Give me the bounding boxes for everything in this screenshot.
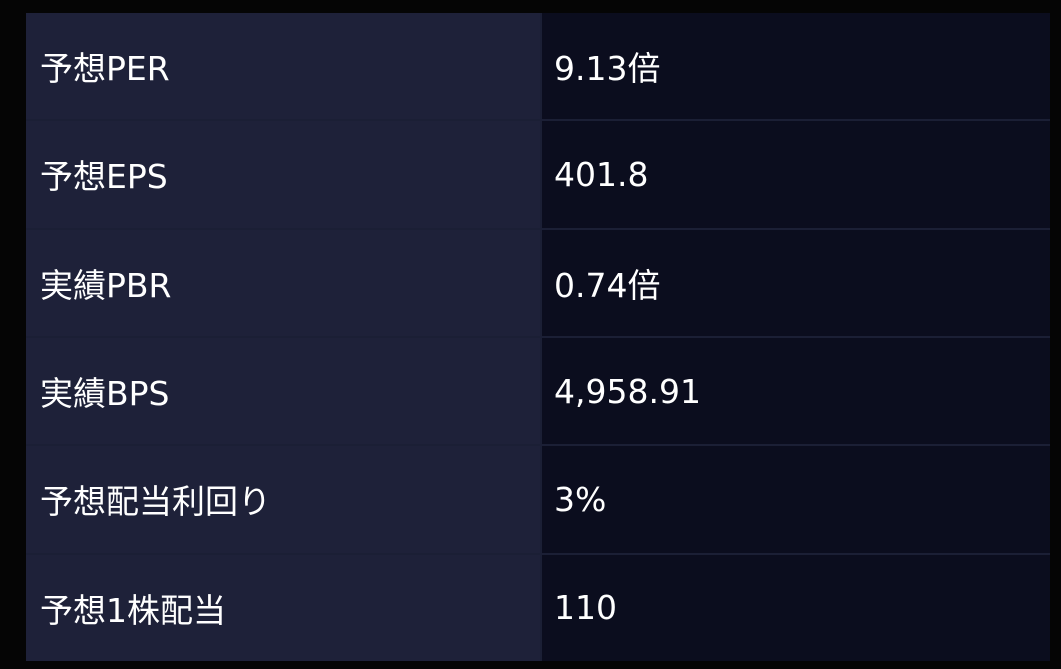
table-row-actual-bps: 実績BPS 4,958.91 [26, 337, 1050, 445]
row-label: 予想PER [26, 13, 540, 120]
row-value: 401.8 [542, 121, 1050, 228]
stock-metrics-table: 予想PER 9.13倍 予想EPS 401.8 実績PBR 0.74倍 実績BP… [26, 13, 1050, 661]
row-label: 予想配当利回り [26, 446, 540, 553]
table-row-dividend-per-share: 予想1株配当 110 [26, 554, 1050, 661]
row-value: 110 [542, 554, 1050, 661]
row-label: 予想EPS [26, 121, 540, 228]
row-label: 実績PBR [26, 229, 540, 336]
row-value: 3% [542, 446, 1050, 553]
row-value: 4,958.91 [542, 337, 1050, 445]
table-row-forecast-per: 予想PER 9.13倍 [26, 13, 1050, 120]
table-row-dividend-yield: 予想配当利回り 3% [26, 446, 1050, 553]
row-label: 予想1株配当 [26, 554, 540, 661]
table-row-actual-pbr: 実績PBR 0.74倍 [26, 229, 1050, 336]
row-label: 実績BPS [26, 337, 540, 445]
table-row-forecast-eps: 予想EPS 401.8 [26, 121, 1050, 228]
row-value: 9.13倍 [542, 13, 1050, 120]
row-value: 0.74倍 [542, 229, 1050, 336]
